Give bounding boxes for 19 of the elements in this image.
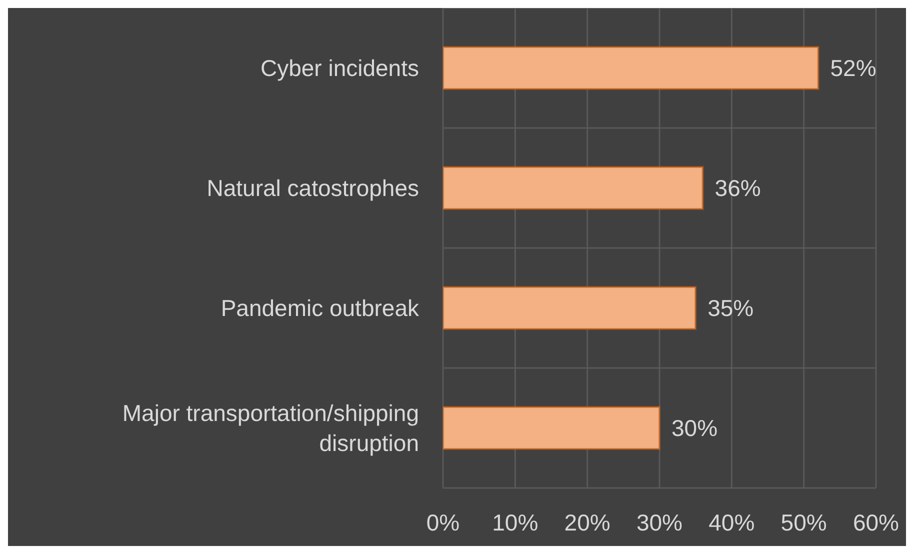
- data-label: 36%: [714, 175, 761, 201]
- y-tick-label: Cyber incidents: [260, 55, 419, 81]
- data-label: 30%: [672, 415, 718, 441]
- data-label: 52%: [830, 55, 876, 81]
- x-tick-label: 60%: [852, 509, 900, 536]
- y-tick-label: Natural catostrophes: [206, 175, 419, 201]
- y-tick-label: Major transportation/shipping disruption: [122, 400, 419, 456]
- x-tick-label: 10%: [492, 509, 538, 536]
- x-tick-label: 40%: [708, 509, 755, 536]
- x-tick-label: 30%: [636, 509, 683, 536]
- y-tick-label: Pandemic outbreak: [220, 295, 420, 321]
- bar: [443, 286, 697, 330]
- x-tick-label: 0%: [426, 509, 460, 536]
- x-tick-label: 50%: [780, 509, 827, 536]
- bar: [443, 406, 660, 450]
- data-label: 35%: [708, 295, 754, 321]
- bar: [443, 46, 820, 90]
- bar: [443, 166, 704, 210]
- x-tick-label: 20%: [564, 509, 610, 536]
